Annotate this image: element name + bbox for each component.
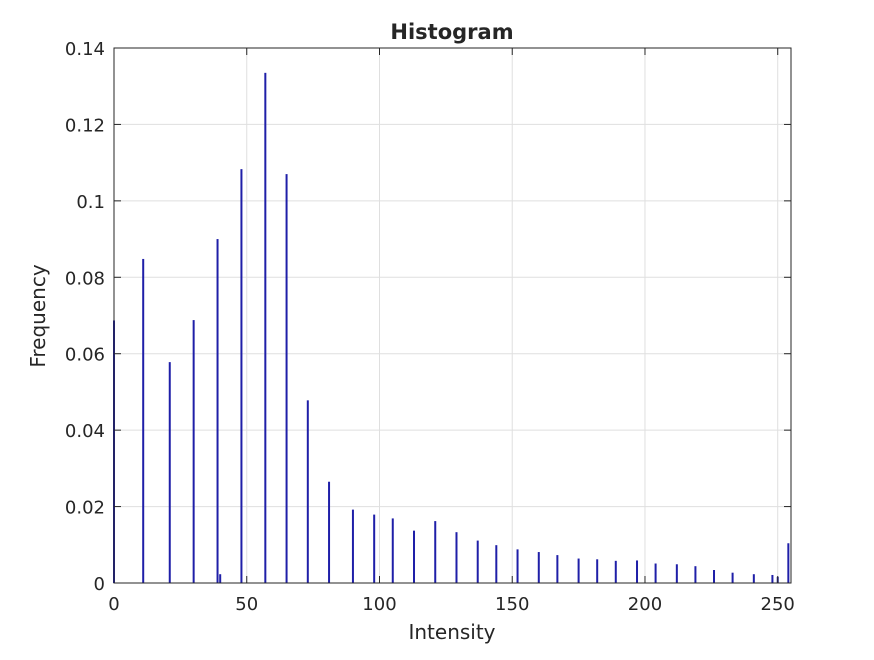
- y-tick-label: 0.02: [65, 498, 105, 519]
- x-tick-label: 100: [362, 594, 396, 615]
- histogram-bar: [373, 514, 376, 583]
- x-tick-label: 150: [495, 594, 529, 615]
- histogram-bar: [285, 174, 288, 583]
- histogram-bar: [636, 560, 639, 583]
- y-tick-label: 0: [94, 574, 105, 595]
- y-tick-label: 0.12: [65, 115, 105, 136]
- histogram-bar: [713, 570, 716, 583]
- x-tick-label: 50: [235, 594, 258, 615]
- histogram-bar: [306, 400, 309, 583]
- axis-ticks: 0 50 100 150 200 250 0 0.02 0.04 0.06 0.08 0.1 0.12 0…: [65, 39, 795, 615]
- histogram-bar: [391, 518, 394, 583]
- histogram-bar: [351, 509, 354, 583]
- histogram-bar: [654, 563, 657, 583]
- histogram-bar: [168, 362, 171, 583]
- histogram-bar: [577, 558, 580, 583]
- histogram-bar: [434, 521, 437, 583]
- histogram-bar: [455, 532, 458, 583]
- histogram-bar: [556, 555, 559, 583]
- histogram-bar: [752, 574, 755, 583]
- x-tick-label: 250: [761, 594, 795, 615]
- x-axis-label: Intensity: [408, 620, 495, 644]
- histogram-bar: [142, 258, 145, 583]
- histogram-bar: [192, 320, 195, 583]
- histogram-bar: [516, 549, 519, 583]
- y-axis-label: Frequency: [26, 264, 50, 367]
- histogram-bar: [495, 545, 498, 583]
- x-tick-label: 200: [628, 594, 662, 615]
- histogram-bar: [694, 566, 697, 583]
- histogram-bar: [476, 540, 479, 583]
- histogram-bar: [787, 543, 790, 583]
- histogram-bar: [219, 574, 222, 583]
- chart-title: Histogram: [390, 20, 513, 44]
- y-tick-label: 0.06: [65, 345, 105, 366]
- histogram-bar: [240, 169, 243, 583]
- y-tick-label: 0.1: [76, 192, 105, 213]
- histogram-bar: [264, 72, 267, 583]
- histogram-bar: [731, 572, 734, 583]
- histogram-bar: [614, 560, 617, 583]
- histogram-bar: [675, 564, 678, 583]
- histogram-bar: [537, 552, 540, 583]
- y-tick-label: 0.08: [65, 268, 105, 289]
- y-tick-label: 0.14: [65, 39, 105, 60]
- histogram-bar: [413, 530, 416, 583]
- histogram-bar: [328, 481, 331, 583]
- x-tick-label: 0: [108, 594, 119, 615]
- plot-area-frame: [113, 47, 792, 584]
- histogram-bar: [771, 574, 774, 583]
- y-tick-label: 0.04: [65, 421, 105, 442]
- histogram-bar: [216, 239, 219, 584]
- grid-lines: [114, 48, 791, 583]
- histogram-bar: [596, 559, 599, 583]
